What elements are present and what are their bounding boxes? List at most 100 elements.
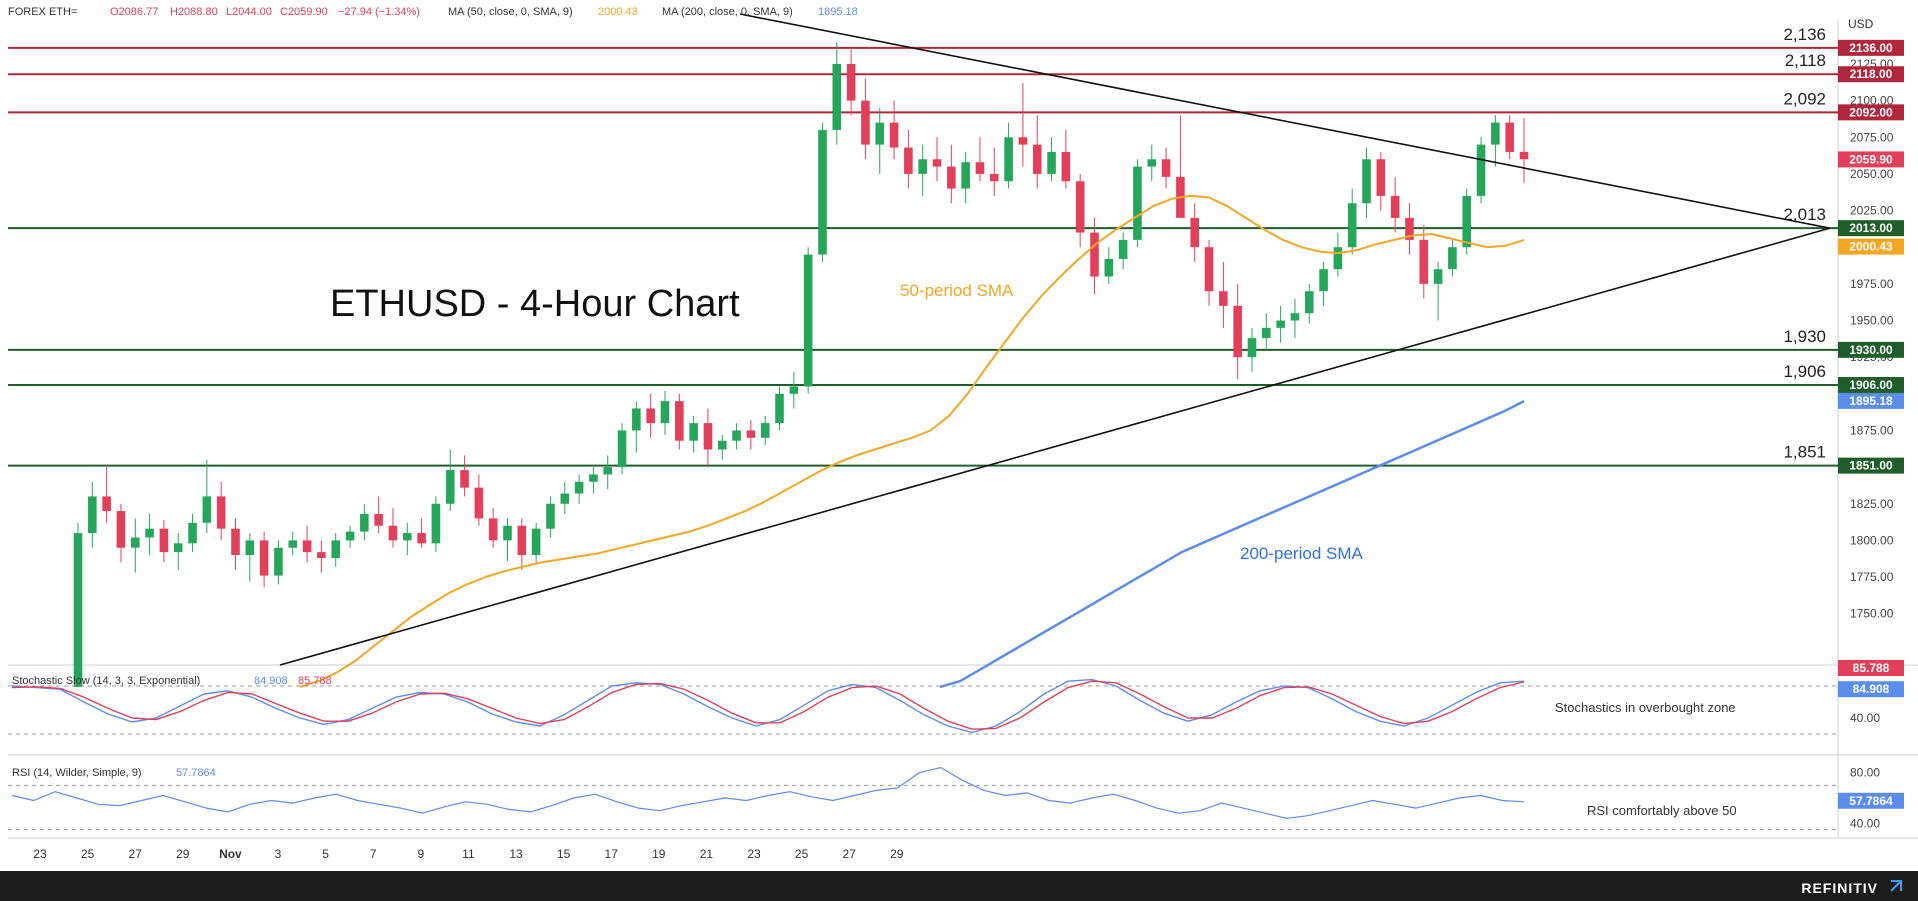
candle-body	[173, 543, 183, 553]
candle-body	[259, 540, 269, 576]
stochastic-d-value: 85.788	[298, 675, 332, 687]
x-tick-label: 7	[370, 847, 377, 861]
brand-arrow-icon	[1890, 880, 1902, 892]
candle-body	[360, 514, 369, 532]
candle-body	[302, 540, 312, 553]
candle-body	[589, 474, 598, 482]
level-price-tag-text: 1930.00	[1849, 343, 1893, 357]
level-price-tag-text: 2136.00	[1849, 41, 1893, 55]
ma200-value: 1895.18	[818, 6, 858, 18]
ohlc-high: H2088.80	[170, 6, 218, 18]
candle-body	[861, 100, 870, 145]
candle-body	[245, 540, 255, 556]
price-tag	[1838, 238, 1904, 255]
candle-body	[875, 122, 885, 145]
candle-body	[1204, 247, 1214, 292]
candle-body	[1075, 181, 1085, 233]
candle-body	[803, 254, 813, 387]
x-tick-label: 3	[275, 847, 282, 861]
candle-body	[503, 525, 512, 541]
candle-body	[402, 533, 412, 541]
rsi-title: RSI (14, Wilder, Simple, 9)	[12, 767, 142, 779]
candle-body	[130, 537, 140, 548]
stoch-value-tag-text: 85.788	[1853, 661, 1890, 675]
y-tick-label: 1750.00	[1850, 607, 1894, 621]
candle-body	[73, 533, 83, 687]
candle-body	[331, 540, 340, 558]
candle-body	[159, 528, 169, 553]
price-tag	[1838, 392, 1904, 409]
candle-body	[646, 408, 655, 424]
candle-body	[1333, 247, 1343, 270]
rsi-tick-label: 80.00	[1850, 766, 1880, 780]
x-tick-label: 15	[557, 847, 571, 861]
x-tick-label: 25	[795, 847, 809, 861]
candle-body	[116, 511, 126, 548]
x-tick-label: 27	[843, 847, 857, 861]
x-tick-label: 29	[890, 847, 904, 861]
y-tick-label: 1950.00	[1850, 314, 1894, 328]
candle-body	[1304, 291, 1314, 314]
rsi-value-tag-text: 57.7864	[1849, 794, 1893, 808]
level-price-tag-text: 1906.00	[1849, 378, 1893, 392]
x-tick-label: 29	[176, 847, 190, 861]
candle-body	[345, 531, 355, 541]
stoch-value-tag-text: 84.908	[1853, 682, 1890, 696]
candle-body	[317, 552, 326, 558]
candle-body	[775, 393, 784, 424]
candle-body	[1419, 239, 1429, 284]
candle-body	[1247, 338, 1257, 358]
y-tick-label: 2025.00	[1850, 204, 1894, 218]
level-price-tag-text: 1851.00	[1849, 459, 1893, 473]
level-price-tag	[1838, 39, 1904, 56]
x-tick-label: 27	[129, 847, 143, 861]
rsi-value: 57.7864	[176, 767, 216, 779]
stoch-value-tag	[1838, 660, 1904, 676]
stochastic-note: Stochastics in overbought zone	[1555, 700, 1736, 715]
candle-body	[1462, 195, 1472, 248]
candle-body	[1290, 313, 1300, 321]
candle-body	[746, 430, 756, 438]
candle-body	[1347, 203, 1357, 248]
x-tick-label: Nov	[219, 847, 242, 861]
y-tick-label: 1825.00	[1850, 497, 1894, 511]
x-tick-label: 25	[81, 847, 95, 861]
chart-svg: FOREX ETH= O2086.77 H2088.80 L2044.00 C2…	[8, 6, 1918, 861]
level-label: 1,851	[1783, 443, 1826, 462]
sma50-line	[299, 194, 1525, 688]
candle-body	[546, 503, 555, 529]
brand-logo-text: REFINITIV	[1801, 880, 1878, 896]
candle-body	[102, 496, 111, 512]
candle-body	[1376, 159, 1386, 196]
candle-body	[603, 467, 613, 475]
candle-body	[1519, 151, 1529, 160]
candle-body	[1118, 239, 1128, 259]
rsi-pane: 80.00 40.00 57.7864	[8, 766, 1904, 830]
candle-body	[274, 547, 283, 576]
candle-body	[904, 147, 913, 174]
candle-body	[889, 122, 899, 148]
candle-body	[732, 430, 741, 441]
level-price-tag	[1838, 66, 1904, 83]
candle-body	[932, 159, 942, 167]
candle-body	[1004, 137, 1013, 182]
ohlc-low: L2044.00	[226, 6, 272, 18]
y-tick-label: 2050.00	[1850, 167, 1894, 181]
rsi-note: RSI comfortably above 50	[1587, 803, 1737, 818]
candle-body	[1262, 327, 1271, 339]
candle-body	[1433, 269, 1443, 284]
x-tick-label: 5	[322, 847, 329, 861]
candle-body	[231, 528, 240, 556]
candle-body	[1476, 144, 1486, 196]
candle-body	[1276, 320, 1285, 328]
candle-body	[560, 493, 570, 504]
candle-body	[660, 401, 670, 424]
y-tick-label: 1975.00	[1850, 277, 1894, 291]
symbol-label: FOREX ETH=	[8, 6, 77, 18]
candle-body	[818, 129, 827, 255]
candle-body	[574, 481, 584, 494]
sma200-label: 200-period SMA	[1240, 544, 1364, 563]
ohlc-close: C2059.90	[280, 6, 328, 18]
ma50-value: 2000.43	[598, 6, 638, 18]
candle-body	[488, 518, 498, 541]
